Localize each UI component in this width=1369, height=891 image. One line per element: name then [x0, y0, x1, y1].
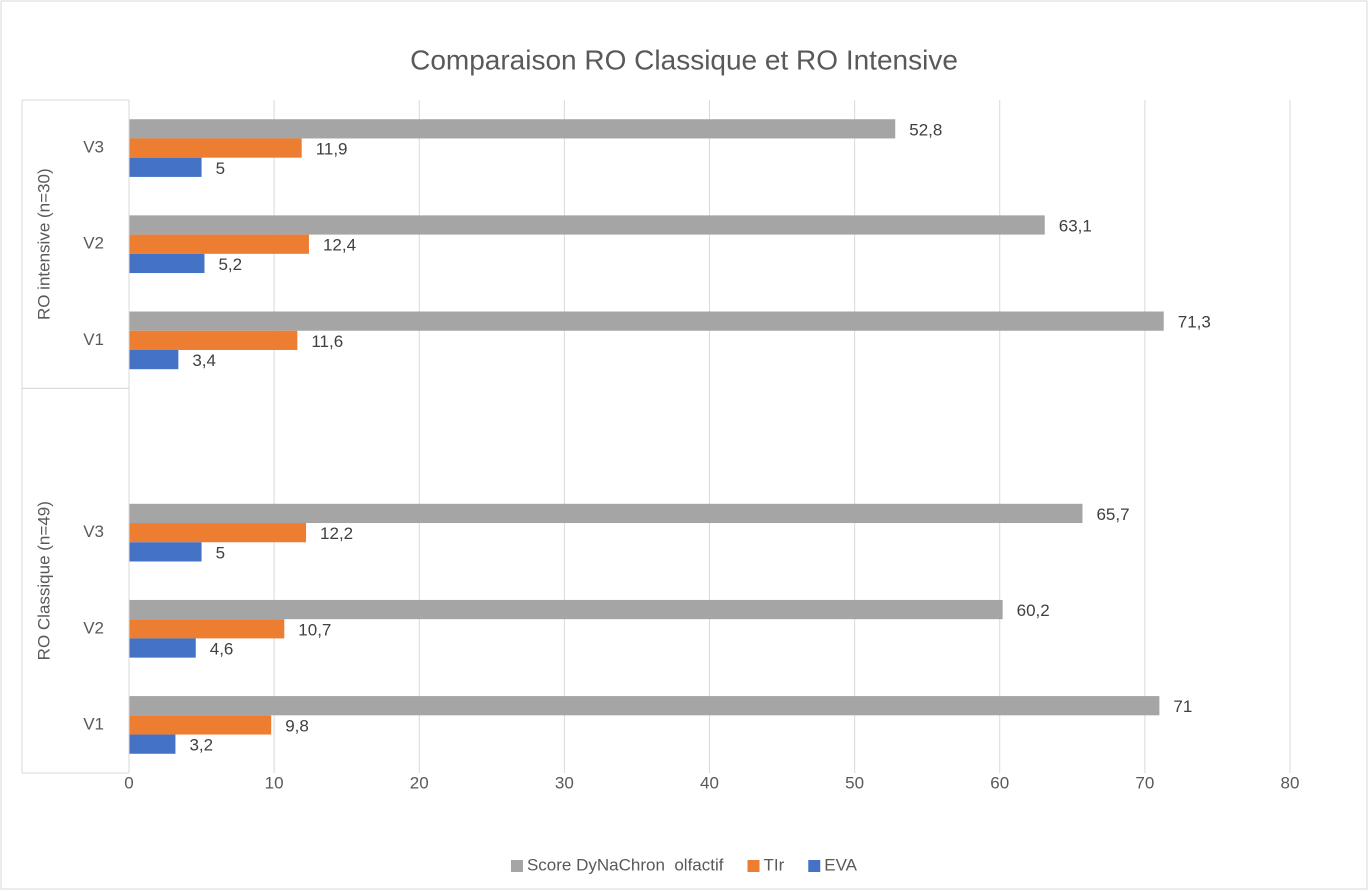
data-label: 60,2: [1017, 601, 1050, 620]
x-tick-label: 20: [410, 773, 429, 792]
y-tick-label: V2: [83, 618, 104, 637]
data-label: 5: [216, 543, 225, 562]
bar: [129, 638, 196, 658]
y-tick-label: V3: [83, 138, 104, 157]
bar: [129, 696, 1160, 716]
legend-swatch: [747, 860, 760, 872]
bar: [129, 715, 272, 735]
y-tick-label: V1: [83, 330, 104, 349]
data-label: 10,7: [298, 620, 331, 639]
bar: [129, 253, 205, 274]
x-tick-label: 50: [845, 773, 864, 792]
data-label: 63,1: [1059, 216, 1092, 235]
data-label: 3,2: [189, 736, 213, 755]
bar: [129, 349, 179, 370]
data-label: 71,3: [1178, 313, 1211, 332]
bar: [129, 215, 1045, 235]
group-label: RO Classique (n=49): [34, 501, 53, 660]
data-label: 52,8: [909, 120, 942, 139]
x-tick-label: 30: [555, 773, 574, 792]
data-label: 5,2: [218, 255, 242, 274]
legend-label: Score DyNaChron olfactif: [527, 855, 724, 874]
x-tick-label: 10: [265, 773, 284, 792]
legend-label: TIr: [763, 855, 784, 874]
legend-swatch: [510, 860, 523, 872]
data-label: 11,9: [316, 140, 348, 159]
group-label: RO intensive (n=30): [34, 168, 53, 320]
bar: [129, 138, 302, 158]
legend-swatch: [808, 860, 821, 872]
bar: [129, 119, 896, 139]
x-tick-label: 0: [124, 773, 133, 792]
x-tick-label: 60: [990, 773, 1009, 792]
data-label: 65,7: [1096, 505, 1129, 524]
bar: [129, 503, 1083, 524]
data-label: 12,2: [320, 524, 353, 543]
y-tick-label: V3: [83, 522, 104, 541]
data-label: 11,6: [311, 332, 343, 351]
bar: [129, 330, 298, 350]
legend-label: EVA: [824, 855, 857, 874]
x-tick-label: 80: [1281, 773, 1300, 792]
x-tick-label: 70: [1135, 773, 1154, 792]
y-tick-label: V1: [83, 714, 104, 733]
chart-title: Comparaison RO Classique et RO Intensive: [410, 44, 958, 75]
bar: [129, 734, 176, 754]
bar: [129, 542, 202, 562]
bar: [129, 234, 309, 254]
data-label: 5: [216, 159, 225, 178]
y-tick-label: V2: [83, 234, 104, 253]
bar: [129, 599, 1003, 620]
bar: [129, 311, 1164, 331]
x-tick-label: 40: [700, 773, 719, 792]
bar: [129, 619, 285, 639]
data-label: 12,4: [323, 236, 356, 255]
bar: [129, 157, 202, 177]
data-label: 4,6: [210, 639, 234, 658]
data-label: 9,8: [285, 716, 309, 735]
data-label: 3,4: [192, 351, 216, 370]
bar: [129, 523, 307, 543]
data-label: 71: [1173, 697, 1192, 716]
